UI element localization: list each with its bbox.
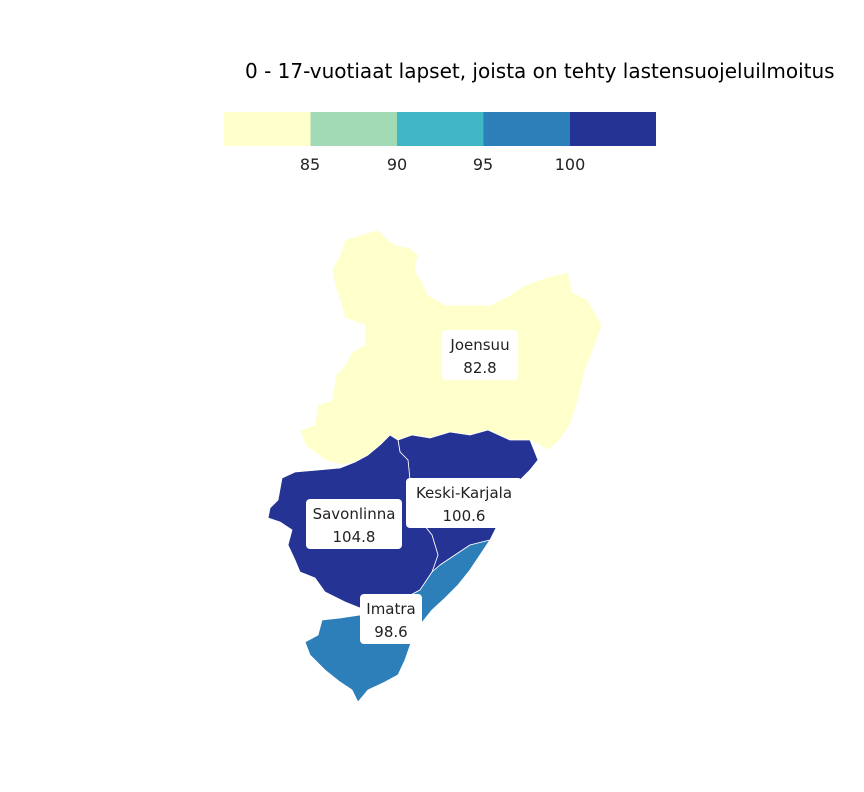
region-name: Savonlinna — [313, 505, 396, 523]
map-regions — [267, 229, 603, 703]
legend-bin-4 — [483, 112, 570, 146]
region-value: 82.8 — [463, 359, 496, 377]
color-legend: 85 90 95 100 — [224, 112, 656, 174]
legend-bin-5 — [570, 112, 656, 146]
legend-tick-95: 95 — [473, 155, 493, 174]
region-name: Joensuu — [449, 336, 509, 354]
legend-bin-1 — [224, 112, 311, 146]
region-value: 98.6 — [374, 623, 407, 641]
label-keski-karjala: Keski-Karjala 100.6 — [406, 478, 522, 528]
label-joensuu: Joensuu 82.8 — [442, 330, 518, 380]
label-savonlinna: Savonlinna 104.8 — [306, 499, 402, 549]
region-value: 100.6 — [443, 507, 486, 525]
legend-tick-90: 90 — [387, 155, 407, 174]
region-value: 104.8 — [333, 528, 376, 546]
legend-bin-2 — [310, 112, 397, 146]
legend-tick-100: 100 — [555, 155, 586, 174]
region-labels: Joensuu 82.8 Keski-Karjala 100.6 Savonli… — [306, 330, 522, 644]
legend-tick-85: 85 — [300, 155, 320, 174]
legend-bin-3 — [397, 112, 484, 146]
label-imatra: Imatra 98.6 — [360, 594, 422, 644]
region-name: Imatra — [366, 600, 415, 618]
region-name: Keski-Karjala — [416, 484, 512, 502]
map-title: 0 - 17-vuotiaat lapset, joista on tehty … — [245, 59, 835, 83]
